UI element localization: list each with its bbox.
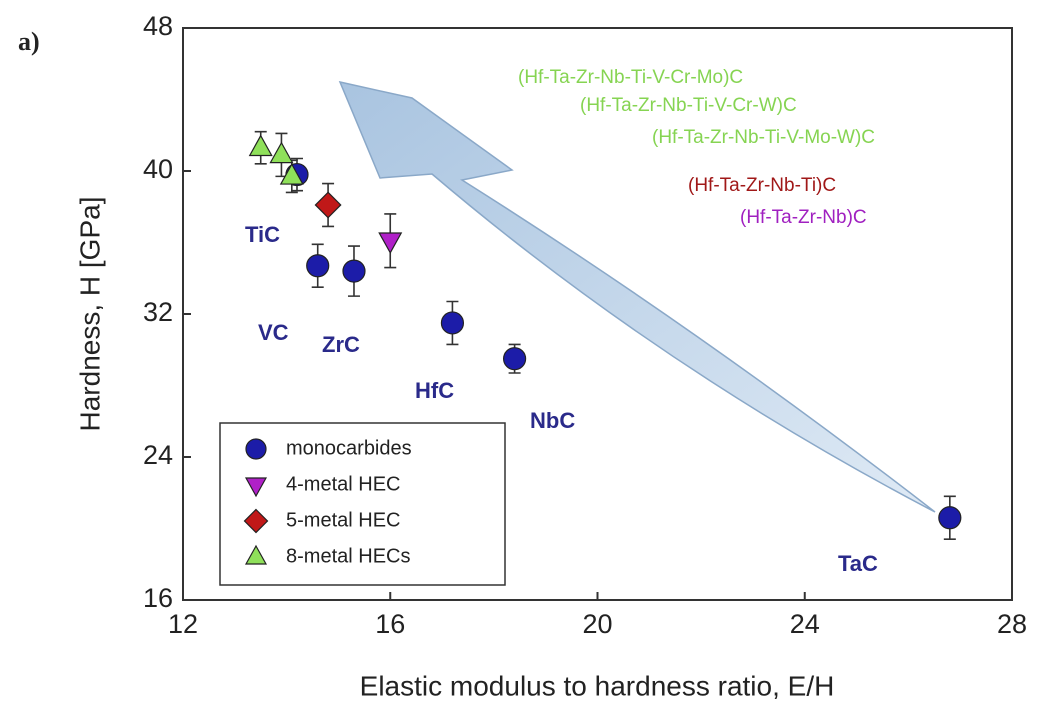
y-tick-label: 40 [143, 154, 173, 184]
annotation: TaC [838, 551, 878, 576]
y-tick-label: 48 [143, 11, 173, 41]
annotation: ZrC [322, 332, 360, 357]
annotation: HfC [415, 378, 454, 403]
x-tick-label: 24 [790, 609, 820, 639]
panel-label: a) [18, 27, 40, 56]
x-tick-label: 20 [582, 609, 612, 639]
legend-label: monocarbides [286, 437, 412, 459]
legend-label: 4-metal HEC [286, 473, 400, 495]
point [441, 312, 463, 334]
x-tick-label: 12 [168, 609, 198, 639]
annotation: (Hf-Ta-Zr-Nb-Ti-V-Cr-Mo)C [518, 67, 743, 88]
annotation: TiC [245, 222, 280, 247]
point [504, 348, 526, 370]
point [307, 255, 329, 277]
point [270, 143, 292, 163]
y-axis-label: Hardness, H [GPa] [74, 197, 105, 432]
legend-marker [246, 439, 266, 459]
annotation: (Hf-Ta-Zr-Nb)C [740, 207, 867, 228]
point [250, 136, 272, 156]
annotation: (Hf-Ta-Zr-Nb-Ti)C [688, 175, 836, 196]
annotation: (Hf-Ta-Zr-Nb-Ti-V-Cr-W)C [580, 95, 797, 116]
point [315, 192, 340, 217]
x-axis-label: Elastic modulus to hardness ratio, E/H [360, 670, 835, 701]
point [379, 233, 401, 253]
point [343, 260, 365, 282]
y-tick-label: 24 [143, 440, 173, 470]
legend-label: 5-metal HEC [286, 509, 400, 531]
legend-label: 8-metal HECs [286, 545, 410, 567]
x-tick-label: 28 [997, 609, 1027, 639]
annotation: (Hf-Ta-Zr-Nb-Ti-V-Mo-W)C [652, 127, 875, 148]
y-tick-label: 16 [143, 583, 173, 613]
annotation: NbC [530, 408, 575, 433]
annotation: VC [258, 320, 289, 345]
chart: a) Elastic modulus to hardness ratio, E/… [0, 0, 1038, 710]
y-tick-label: 32 [143, 297, 173, 327]
point [939, 507, 961, 529]
x-tick-label: 16 [375, 609, 405, 639]
